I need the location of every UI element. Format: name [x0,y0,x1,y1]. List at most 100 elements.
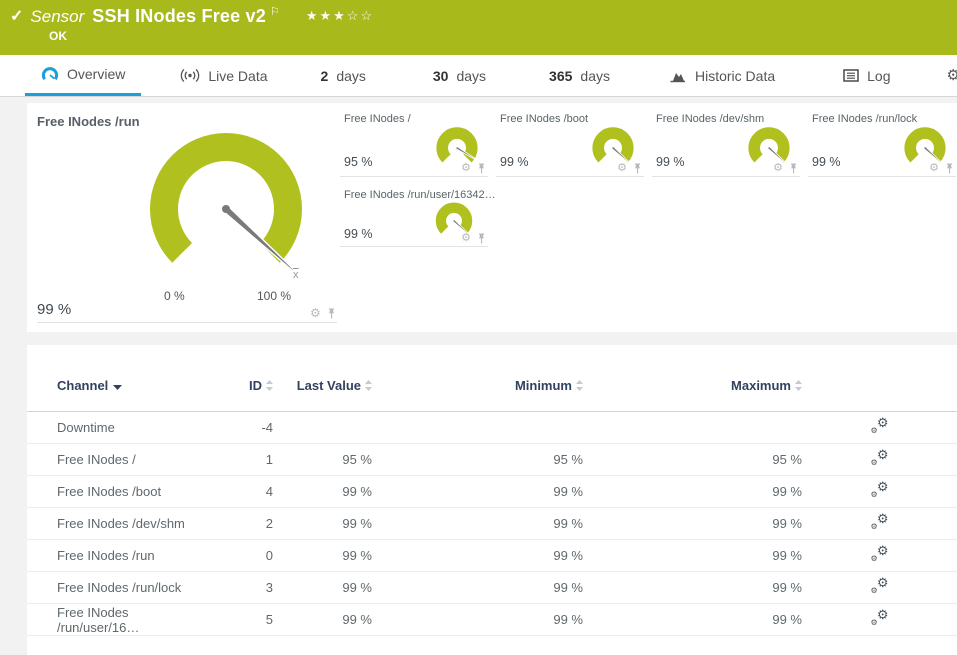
mini-gauge-value: 95 % [344,155,373,169]
channel-gear-icon[interactable]: ⚙ [617,162,627,174]
channel-table-panel: Channel ID Last Value Minimum Maximum [27,345,957,655]
mini-gauge [904,127,946,164]
column-header-last-value[interactable]: Last Value [273,345,372,412]
channel-last-value [273,411,372,444]
channel-id: 4 [207,475,273,508]
channel-last-value: 95 % [273,443,372,476]
channel-minimum [372,411,583,444]
mini-gauge-cell: Free INodes /run/lock 99 % ⚙ [808,109,956,177]
channel-maximum: 99 % [583,507,802,540]
tab-2-days[interactable]: 2 days [320,67,366,84]
mini-gauge [592,127,634,164]
channel-maximum [583,411,802,444]
mini-gauge-title: Free INodes /run/user/16342… [344,189,496,201]
sort-icon [365,380,372,391]
mini-gauge-cell: Free INodes / 95 % ⚙ [340,109,488,177]
area-chart-icon [670,72,685,82]
sort-icon [576,380,583,391]
channel-gear-icon[interactable]: ⚙ [461,162,471,174]
table-row: Free INodes /run/lock 3 99 % 99 % 99 % ⚙… [27,571,957,604]
mini-gauge-title: Free INodes /dev/shm [656,113,765,125]
mini-gauge-cell: Free INodes /boot 99 % ⚙ [496,109,644,177]
channel-last-value: 99 % [273,507,372,540]
gauges-panel: Free INodes /run 0 % 100 % x 99 % ⚙ Free… [27,103,957,332]
column-header-actions [802,345,957,412]
sort-desc-icon [113,385,123,390]
channel-minimum: 99 % [372,475,583,508]
channel-settings-gears-icon[interactable]: ⚙ ⚙ [870,446,889,467]
channel-maximum: 99 % [583,475,802,508]
tab-overview[interactable]: Overview [25,55,142,96]
pin-icon[interactable] [945,163,954,174]
tab-30-days[interactable]: 30 days [432,67,487,84]
primary-gauge-title: Free INodes /run [37,114,140,129]
channel-settings-gears-icon[interactable]: ⚙ ⚙ [870,510,889,531]
column-header-id[interactable]: ID [207,345,273,412]
status-ok-check-icon: ✓ [10,8,24,25]
mini-gauge-title: Free INodes /run/lock [812,113,918,125]
channel-name[interactable]: Free INodes /run [27,539,207,572]
tab-365-days[interactable]: 365 days [549,67,610,84]
channel-maximum: 99 % [583,603,802,636]
pin-icon[interactable] [789,163,798,174]
table-row: Free INodes /run/user/16… 5 99 % 99 % 99… [27,603,957,636]
status-badge: OK [49,29,67,43]
channel-settings-gears-icon[interactable]: ⚙ ⚙ [870,478,889,499]
channel-gear-icon[interactable]: ⚙ [929,162,939,174]
table-row: Free INodes / 1 95 % 95 % 95 % ⚙ ⚙ [27,443,957,476]
mini-gauge-title: Free INodes / [344,113,411,125]
channel-name[interactable]: Free INodes /run/lock [27,571,207,604]
channel-name[interactable]: Downtime [27,411,207,444]
channel-settings-gears-icon[interactable]: ⚙ ⚙ [870,606,889,627]
channel-id: 5 [207,603,273,636]
channel-minimum: 99 % [372,603,583,636]
channel-name[interactable]: Free INodes / [27,443,207,476]
column-header-minimum[interactable]: Minimum [372,345,583,412]
channel-settings-gears-icon[interactable]: ⚙ ⚙ [870,542,889,563]
channel-gear-icon[interactable]: ⚙ [773,162,783,174]
mini-gauge-value: 99 % [812,155,841,169]
tab-live-data[interactable]: Live Data [164,55,283,96]
mini-gauge-title: Free INodes /boot [500,113,589,125]
tab-historic-data[interactable]: Historic Data [654,55,791,96]
column-header-maximum[interactable]: Maximum [583,345,802,412]
mini-gauge-value: 99 % [656,155,685,169]
channel-maximum: 95 % [583,443,802,476]
channel-settings-gears-icon[interactable]: ⚙ ⚙ [870,414,889,435]
tab-settings[interactable]: ⚙ Settings [930,55,957,96]
live-data-icon [181,68,200,83]
channel-table: Channel ID Last Value Minimum Maximum [27,345,957,636]
table-row: Free INodes /boot 4 99 % 99 % 99 % ⚙ ⚙ [27,475,957,508]
channel-name[interactable]: Free INodes /run/user/16… [27,603,207,636]
channel-last-value: 99 % [273,571,372,604]
pin-icon[interactable] [477,163,486,174]
channel-minimum: 99 % [372,507,583,540]
priority-stars[interactable]: ★★★☆☆ [305,8,375,23]
gear-icon: ⚙ [946,67,957,84]
channel-last-value: 99 % [273,603,372,636]
channel-name[interactable]: Free INodes /dev/shm [27,507,207,540]
channel-gear-icon[interactable]: ⚙ [461,232,471,244]
object-kind-label: Sensor [30,7,85,26]
channel-gear-icon[interactable]: ⚙ [310,306,321,320]
pin-icon[interactable] [633,163,642,174]
channel-maximum: 99 % [583,571,802,604]
channel-name[interactable]: Free INodes /boot [27,475,207,508]
mini-gauge-cell: Free INodes /dev/shm 99 % ⚙ [652,109,800,177]
sensor-header: ✓ Sensor SSH INodes Free v2 ⚐ ★★★☆☆ OK [0,0,957,55]
table-row: Free INodes /run 0 99 % 99 % 99 % ⚙ ⚙ [27,539,957,572]
channel-settings-gears-icon[interactable]: ⚙ ⚙ [870,574,889,595]
column-header-channel[interactable]: Channel [27,345,207,412]
pin-icon[interactable] [327,308,336,319]
mini-gauge-cell: Free INodes /run/user/16342… 99 % ⚙ [340,185,496,247]
sensor-title: SSH INodes Free v2 [92,6,266,26]
pin-icon[interactable] [477,233,486,244]
channel-minimum: 95 % [372,443,583,476]
tab-log[interactable]: Log [827,55,906,96]
divider [37,322,337,323]
primary-gauge-value: 99 % [37,301,72,318]
flag-icon[interactable]: ⚐ [269,6,280,18]
table-row: Free INodes /dev/shm 2 99 % 99 % 99 % ⚙ ⚙ [27,507,957,540]
gauge-min-label: 0 % [164,289,185,303]
channel-id: -4 [207,411,273,444]
